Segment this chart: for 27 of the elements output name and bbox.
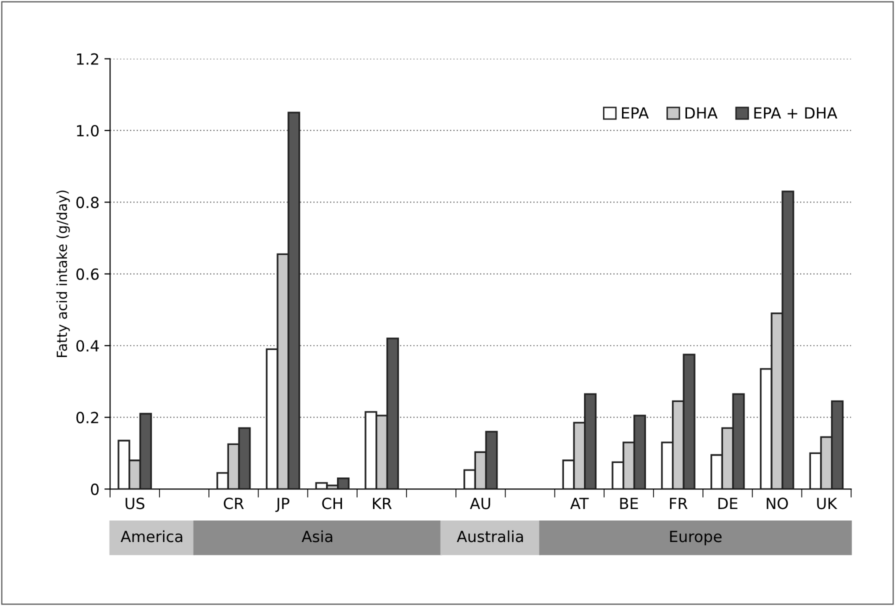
y-tick-label: 0.2 <box>76 412 98 424</box>
x-tick-label: BE <box>620 498 638 509</box>
legend-label: DHA <box>685 107 718 119</box>
text: Australia <box>456 530 523 542</box>
y-tick-label: 1.2 <box>77 53 98 65</box>
y-tick-label: 0.8 <box>76 196 99 208</box>
y-tick-label: 0 <box>90 484 99 496</box>
text: Europe <box>670 530 722 546</box>
legend-label: EPA <box>622 107 649 119</box>
x-tick-label: FR <box>670 498 688 509</box>
y-tick-label: 0.6 <box>76 268 99 280</box>
x-tick-label: DE <box>718 498 738 509</box>
y-tick-label: 1.0 <box>77 124 99 137</box>
x-tick-label: UK <box>817 498 838 510</box>
text: America <box>120 530 182 542</box>
x-tick-label: AU <box>470 498 490 510</box>
x-tick-label: KR <box>372 498 392 509</box>
legend-label: EPA + DHA <box>754 107 838 119</box>
x-tick-label: JP <box>275 498 290 512</box>
x-tick-label: AT <box>570 498 589 509</box>
y-tick-label: 0.4 <box>76 340 99 352</box>
y-axis-title: Fatty acid intake (g/day) <box>56 190 70 358</box>
x-tick-label: NO <box>766 498 788 510</box>
x-tick-label: US <box>126 498 144 510</box>
text: Asia <box>302 530 332 542</box>
x-tick-label: CR <box>224 498 244 510</box>
x-tick-label: CH <box>322 498 342 510</box>
